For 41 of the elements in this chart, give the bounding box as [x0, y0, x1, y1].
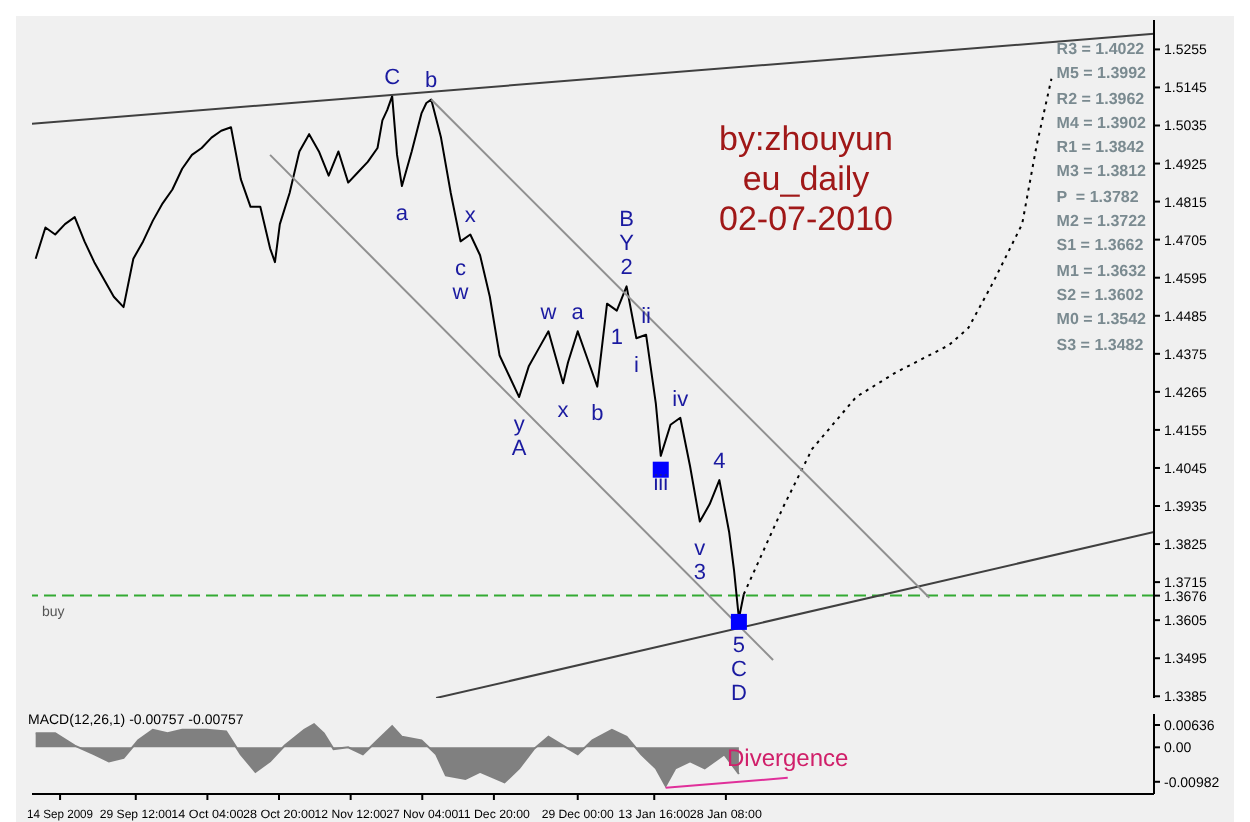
annotation: iii [653, 471, 669, 496]
annotation: b [591, 402, 604, 427]
annotation: w [538, 301, 557, 326]
annotation: R2 = 1.3962 [1056, 87, 1146, 112]
annotation: Y [619, 232, 636, 257]
annotation: M5 = 1.3992 [1056, 62, 1146, 87]
annotation: c [455, 257, 468, 282]
text: by:zhouyun eu_daily 02-07-2010 [717, 120, 895, 240]
annotation: M4 = 1.3902 [1056, 111, 1146, 136]
annotation: 5 [732, 634, 746, 659]
annotation: i [633, 354, 639, 379]
annotation: M0 = 1.3542 [1056, 308, 1146, 333]
annotation: x [557, 399, 570, 424]
annotation: x [464, 204, 477, 229]
annotation: iv [672, 387, 690, 412]
annotation: B [619, 208, 634, 233]
annotation: M2 = 1.3722 [1056, 210, 1146, 235]
annotation: w [450, 281, 469, 306]
annotation: 2 [620, 256, 633, 281]
annotation: Divergence [727, 744, 850, 773]
annotation: S1 = 1.3662 [1056, 234, 1146, 259]
annotation: C [384, 65, 401, 90]
annotation: S2 = 1.3602 [1056, 283, 1146, 308]
annotation: y [513, 412, 526, 437]
annotation: M3 = 1.3812 [1056, 160, 1146, 185]
annotation: R1 = 1.3842 [1056, 136, 1146, 161]
annotation: M1 = 1.3632 [1056, 259, 1146, 284]
annotation: b [425, 69, 438, 94]
annotation: ii [641, 304, 651, 329]
annotation: a [571, 301, 586, 326]
annotation: C [730, 658, 747, 683]
annotation: 1 [610, 326, 623, 351]
annotation: S3 = 1.3482 [1056, 333, 1146, 358]
annotation: 3 [693, 561, 706, 586]
annotation: R3 = 1.4022 [1056, 38, 1146, 62]
annotation: P = 1.3782 [1056, 185, 1141, 210]
annotation: 4 [713, 449, 726, 474]
annotation: a [395, 201, 410, 226]
annotation: A [511, 436, 528, 461]
annotation: D [730, 682, 747, 707]
annotation: v [694, 537, 707, 562]
